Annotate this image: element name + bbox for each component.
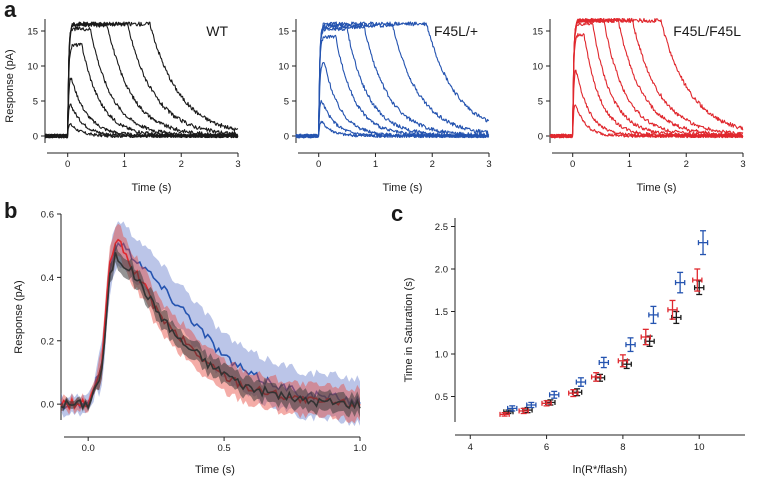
panel-a2-xtick-label: 1 (373, 159, 378, 170)
panel-a1-trace-8 (44, 21, 239, 139)
panel-c-point-2-4 (575, 377, 587, 387)
panel-a3-xtick-label: 0 (570, 159, 575, 170)
panel-c-point-3-6 (617, 354, 629, 368)
panel-a2-trace-5 (295, 26, 489, 139)
panel-c-point-1-8 (671, 310, 682, 325)
panel-a2-ytick-label: 0 (284, 132, 289, 143)
panel-c-point-2-6 (625, 337, 636, 353)
panel-c-ytick-label: 0.5 (435, 392, 448, 403)
panel-a1-xtick-label: 0 (65, 159, 70, 170)
panel-a3-title: F45L/F45L (673, 23, 741, 39)
panel-a1-ytick-label: 15 (27, 27, 38, 38)
panel-a3-ytick-label: 10 (532, 62, 543, 73)
panel-c-point-2-2 (526, 401, 537, 409)
panel-c-point-2-5 (598, 356, 610, 369)
panel-a1-xtick-label: 3 (235, 159, 240, 170)
panel-c-point-3-2 (518, 407, 529, 415)
panel-a2-xtick-label: 0 (316, 159, 321, 170)
panel-a2-xtick-label: 2 (430, 159, 435, 170)
panel-a3-trace-3 (549, 33, 743, 139)
panel-c-ytick-label: 2.5 (435, 222, 448, 233)
panel-c-point-1-5 (594, 373, 606, 382)
panel-c-ylabel: Time in Saturation (s) (403, 278, 415, 383)
panel-c-point-1-7 (644, 335, 655, 348)
panel-b-ylabel: Response (pA) (13, 280, 25, 353)
panel-letter-a: a (4, 0, 17, 22)
panel-a2-xtick-label: 3 (486, 159, 491, 170)
panel-a1-title: WT (206, 23, 228, 39)
panel-a3-trace-6 (549, 18, 744, 139)
panel-c-point-2-3 (548, 390, 560, 399)
panel-a2-ytick-label: 15 (278, 27, 289, 38)
panel-a3-xtick-label: 2 (684, 159, 689, 170)
panel-letter-c: c (391, 201, 403, 226)
panel-b-ytick-label: 0.0 (41, 400, 54, 411)
panel-a2-title: F45L/+ (434, 23, 478, 39)
panel-a1-xlabel: Time (s) (132, 182, 172, 194)
panel-c-point-1-4 (571, 388, 583, 397)
panel-c-point-3-5 (590, 372, 602, 382)
panel-c-point-3-4 (568, 389, 579, 398)
panel-a3-xtick-label: 3 (740, 159, 745, 170)
panel-c-point-3-9 (692, 268, 703, 292)
panel-c-xlabel: ln(R*/flash) (573, 464, 627, 476)
panel-c-xtick-label: 4 (468, 442, 473, 453)
panel-b-ytick-label: 0.4 (41, 273, 54, 284)
panel-c-ytick-label: 1.5 (435, 307, 448, 318)
panel-a3-xtick-label: 1 (627, 159, 632, 170)
panel-a3-trace-7 (549, 18, 744, 139)
panel-c-point-1-3 (545, 399, 556, 406)
panel-c-point-2-7 (648, 305, 659, 325)
panel-a1-xtick-label: 2 (179, 159, 184, 170)
panel-c-ytick-label: 1.0 (435, 350, 448, 361)
panel-a1-ytick-label: 10 (27, 62, 38, 73)
panel-b-xtick-label: 0.5 (217, 443, 230, 454)
panel-c-point-1-2 (522, 406, 533, 414)
panel-a1-trace-5 (44, 26, 239, 139)
panel-b-xlabel: Time (s) (195, 464, 235, 476)
panel-c-ytick-label: 2.0 (435, 265, 448, 276)
panel-a1-xtick-label: 1 (122, 159, 127, 170)
panel-b-mean-1 (60, 252, 361, 411)
panel-c-point-3-3 (541, 400, 552, 407)
panel-a1-ytick-label: 0 (33, 132, 38, 143)
panel-a1-trace-4 (44, 42, 238, 139)
panel-b-ytick-label: 0.2 (41, 336, 54, 347)
panel-a2-ytick-label: 5 (284, 97, 289, 108)
panel-c-point-2-8 (674, 271, 686, 294)
panel-letter-b: b (4, 198, 17, 223)
panel-a2-trace-6 (295, 24, 490, 139)
panel-c-xtick-label: 6 (544, 442, 549, 453)
panel-b-band-1 (61, 242, 360, 418)
panel-a3-ytick-label: 0 (538, 132, 543, 143)
panel-a3-ytick-label: 5 (538, 97, 543, 108)
panel-b-ytick-label: 0.6 (41, 210, 54, 221)
panel-c-xtick-label: 10 (694, 442, 705, 453)
panel-a2-ytick-label: 10 (278, 62, 289, 73)
panel-a3-xlabel: Time (s) (637, 182, 677, 194)
panel-a2-xlabel: Time (s) (383, 182, 423, 194)
panel-a2-trace-7 (295, 22, 490, 139)
panel-c-point-3-1 (499, 411, 510, 417)
panel-c-point-3-8 (667, 299, 678, 320)
panel-a1-trace-6 (44, 23, 239, 139)
panel-a1-ytick-label: 5 (33, 97, 38, 108)
panel-c-point-1-6 (621, 359, 632, 370)
panel-a2-trace-8 (295, 21, 490, 139)
panel-b-xtick-label: 1.0 (353, 443, 366, 454)
panel-c-point-3-7 (640, 328, 652, 346)
panel-c-point-2-9 (697, 230, 709, 256)
panel-a3-ytick-label: 15 (532, 27, 543, 38)
panel-a3-trace-8 (550, 17, 744, 139)
panel-b-xtick-label: 0.0 (82, 443, 95, 454)
panel-c-point-1-1 (503, 409, 514, 415)
panel-a1-ylabel: Response (pA) (4, 49, 16, 122)
panel-c-point-2-1 (507, 405, 518, 412)
panel-c-point-1-9 (693, 280, 705, 296)
panel-c-xtick-label: 8 (620, 442, 625, 453)
